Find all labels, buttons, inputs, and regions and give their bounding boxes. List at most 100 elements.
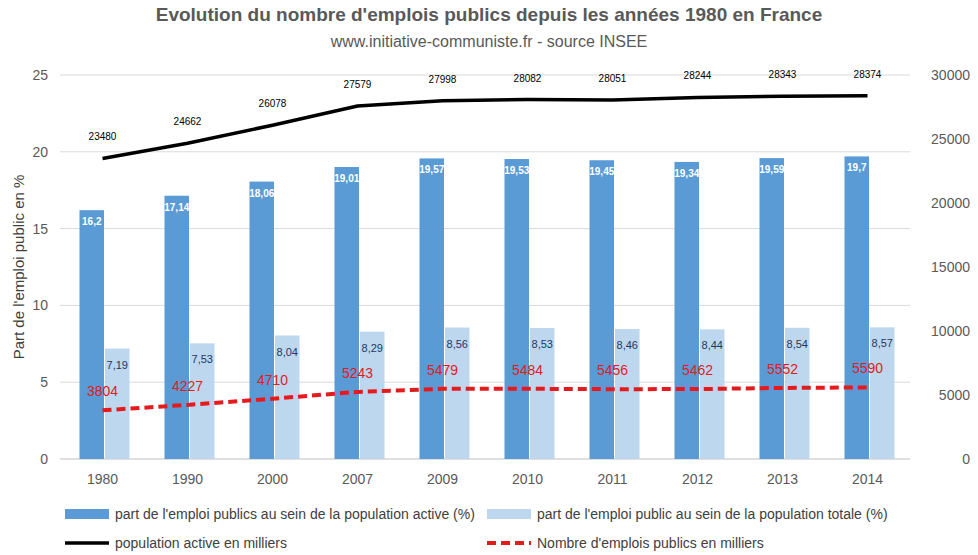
x-tick-label: 1980 [87,471,118,487]
bar-label: 17,14 [164,202,189,213]
y2-tick-label: 25000 [931,131,970,147]
legend-swatch [487,509,531,519]
bar-label: 7,19 [107,359,128,371]
line-label: 28051 [599,73,627,84]
y2-tick [910,459,913,460]
y2-tick-label: 15000 [931,259,970,275]
x-tick-label: 2011 [597,471,627,487]
y-tick-label: 10 [32,297,48,313]
bar-label: 8,57 [872,337,893,349]
y-tick-label: 25 [32,67,48,83]
grid-line [60,151,910,152]
y-tick-label: 0 [40,451,48,467]
bar [80,210,105,459]
line-label: 28244 [684,70,712,81]
legend-swatch [487,541,531,545]
line-label: 3804 [87,383,118,399]
legend-label: Nombre d'emplois publics en milliers [537,535,764,551]
bar [420,158,445,459]
bar [590,160,615,459]
bar [760,158,785,459]
chart: Evolution du nombre d'emplois publics de… [0,0,978,555]
bar-label: 8,53 [532,338,553,350]
bar [335,167,360,459]
line-label: 5456 [597,362,628,378]
y2-tick-label: 5000 [939,387,970,403]
y2-tick [910,203,913,204]
bar [845,156,870,459]
line-label: 24662 [174,116,202,127]
bar-label: 19,01 [334,173,359,184]
data-labels: 16,217,1418,0619,0119,5719,5319,4519,341… [82,69,893,399]
bar [445,328,470,459]
y-tick-label: 5 [40,374,48,390]
y2-tick-label: 0 [962,451,970,467]
y2-tick [910,395,913,396]
line-label: 4227 [172,378,203,394]
line-label: 27579 [344,79,372,90]
x-tick-label: 2000 [257,471,288,487]
x-tick-label: 2014 [852,471,883,487]
bar-label: 19,53 [504,165,529,176]
bar [870,327,895,459]
legend-swatch [65,509,109,519]
bar [505,159,530,459]
legend: part de l'emploi publics au sein de la p… [65,506,888,551]
line-label: 5484 [512,362,543,378]
y2-tick [910,139,913,140]
bar [105,349,130,459]
x-tick-label: 2007 [342,471,373,487]
subtitle: www.initiative-communiste.fr - source IN… [330,33,648,50]
line-label: 28082 [514,73,542,84]
y2-tick-label: 10000 [931,323,970,339]
marks [80,96,895,459]
line-label: 4710 [257,372,288,388]
bar [190,343,215,459]
line-label: 5243 [342,365,373,381]
legend-swatch [65,541,109,545]
y-tick-label: 15 [32,221,48,237]
bar [250,182,275,459]
bar [675,162,700,459]
x-tick-label: 2009 [427,471,458,487]
bar-label: 8,56 [447,338,468,350]
bar-label: 19,45 [589,166,614,177]
bar-label: 7,53 [192,353,213,365]
line-label: 26078 [259,98,287,109]
line-label: 5462 [682,362,713,378]
line [103,96,868,159]
bar-label: 19,34 [674,168,699,179]
bar-label: 8,54 [787,338,808,350]
bar-label: 19,59 [759,164,784,175]
y2-tick-label: 30000 [931,67,970,83]
x-tick-label: 2012 [682,471,713,487]
bar [530,328,555,459]
x-tick-label: 2010 [512,471,543,487]
bar-label: 8,46 [617,339,638,351]
line-label: 5590 [852,360,883,376]
line-label: 5479 [427,362,458,378]
bar-label: 18,06 [249,188,274,199]
y2-tick-label: 20000 [931,195,970,211]
line-label: 28343 [769,69,797,80]
title: Evolution du nombre d'emplois publics de… [156,4,823,25]
line-label: 27998 [429,74,457,85]
bar-label: 8,44 [702,339,723,351]
y-axis-label: Part de l'emploi public en % [10,175,27,360]
bar [785,328,810,459]
y2-tick [910,75,913,76]
bar-label: 16,2 [82,216,102,227]
bar-label: 8,29 [362,342,383,354]
bar [615,329,640,459]
line [103,387,868,410]
line-label: 23480 [89,131,117,142]
legend-label: part de l'emploi publics au sein de la p… [115,506,475,522]
x-tick-label: 1990 [172,471,203,487]
legend-label: part de l'emploi public au sein de la po… [537,506,888,522]
x-tick-label: 2013 [767,471,798,487]
y-tick-label: 20 [32,144,48,160]
bar [700,329,725,459]
bar [360,332,385,459]
bar-label: 19,7 [847,162,867,173]
bar [165,196,190,459]
